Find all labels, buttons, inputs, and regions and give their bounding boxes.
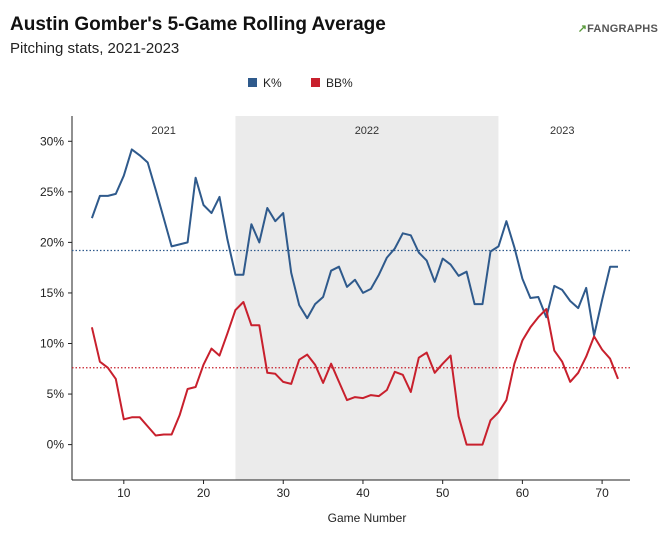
x-tick-label: 10 — [117, 486, 131, 500]
series-line-bb — [90, 301, 619, 446]
x-tick-label: 60 — [516, 486, 530, 500]
season-label-2021: 2021 — [151, 125, 175, 137]
x-tick-label: 30 — [277, 486, 291, 500]
legend-swatch-k — [248, 78, 257, 87]
logo-mark-icon: ↗ — [577, 23, 588, 35]
fangraphs-logo: ↗FANGRAPHS — [578, 22, 658, 35]
plot-area: 0% 5% 10% 15% 20% 25% 30% 10 20 30 40 50 60 70 2021 202… — [40, 116, 630, 500]
season-label-2023: 2023 — [550, 125, 574, 137]
logo-text: FANGRAPHS — [587, 23, 658, 35]
x-tick-label: 20 — [197, 486, 211, 500]
x-tick-label: 50 — [436, 486, 450, 500]
x-tick-label: 70 — [595, 486, 609, 500]
chart-subtitle: Pitching stats, 2021-2023 — [10, 40, 180, 57]
legend: K% BB% — [248, 76, 353, 90]
y-tick-label: 25% — [40, 185, 64, 199]
legend-label-k: K% — [263, 76, 282, 90]
y-tick-label: 30% — [40, 134, 64, 148]
legend-label-bb: BB% — [326, 76, 353, 90]
x-axis-title: Game Number — [328, 511, 407, 525]
x-tick-label: 40 — [356, 486, 370, 500]
y-tick-label: 10% — [40, 337, 64, 351]
y-tick-label: 5% — [47, 387, 65, 401]
y-tick-label: 0% — [47, 438, 65, 452]
legend-swatch-bb — [311, 78, 320, 87]
season-label-2022: 2022 — [355, 125, 379, 137]
y-tick-label: 15% — [40, 286, 64, 300]
season-2022-shading — [235, 116, 499, 480]
y-tick-label: 20% — [40, 235, 64, 249]
chart-title: Austin Gomber's 5-Game Rolling Average — [10, 14, 386, 35]
series-line-k — [90, 148, 618, 337]
